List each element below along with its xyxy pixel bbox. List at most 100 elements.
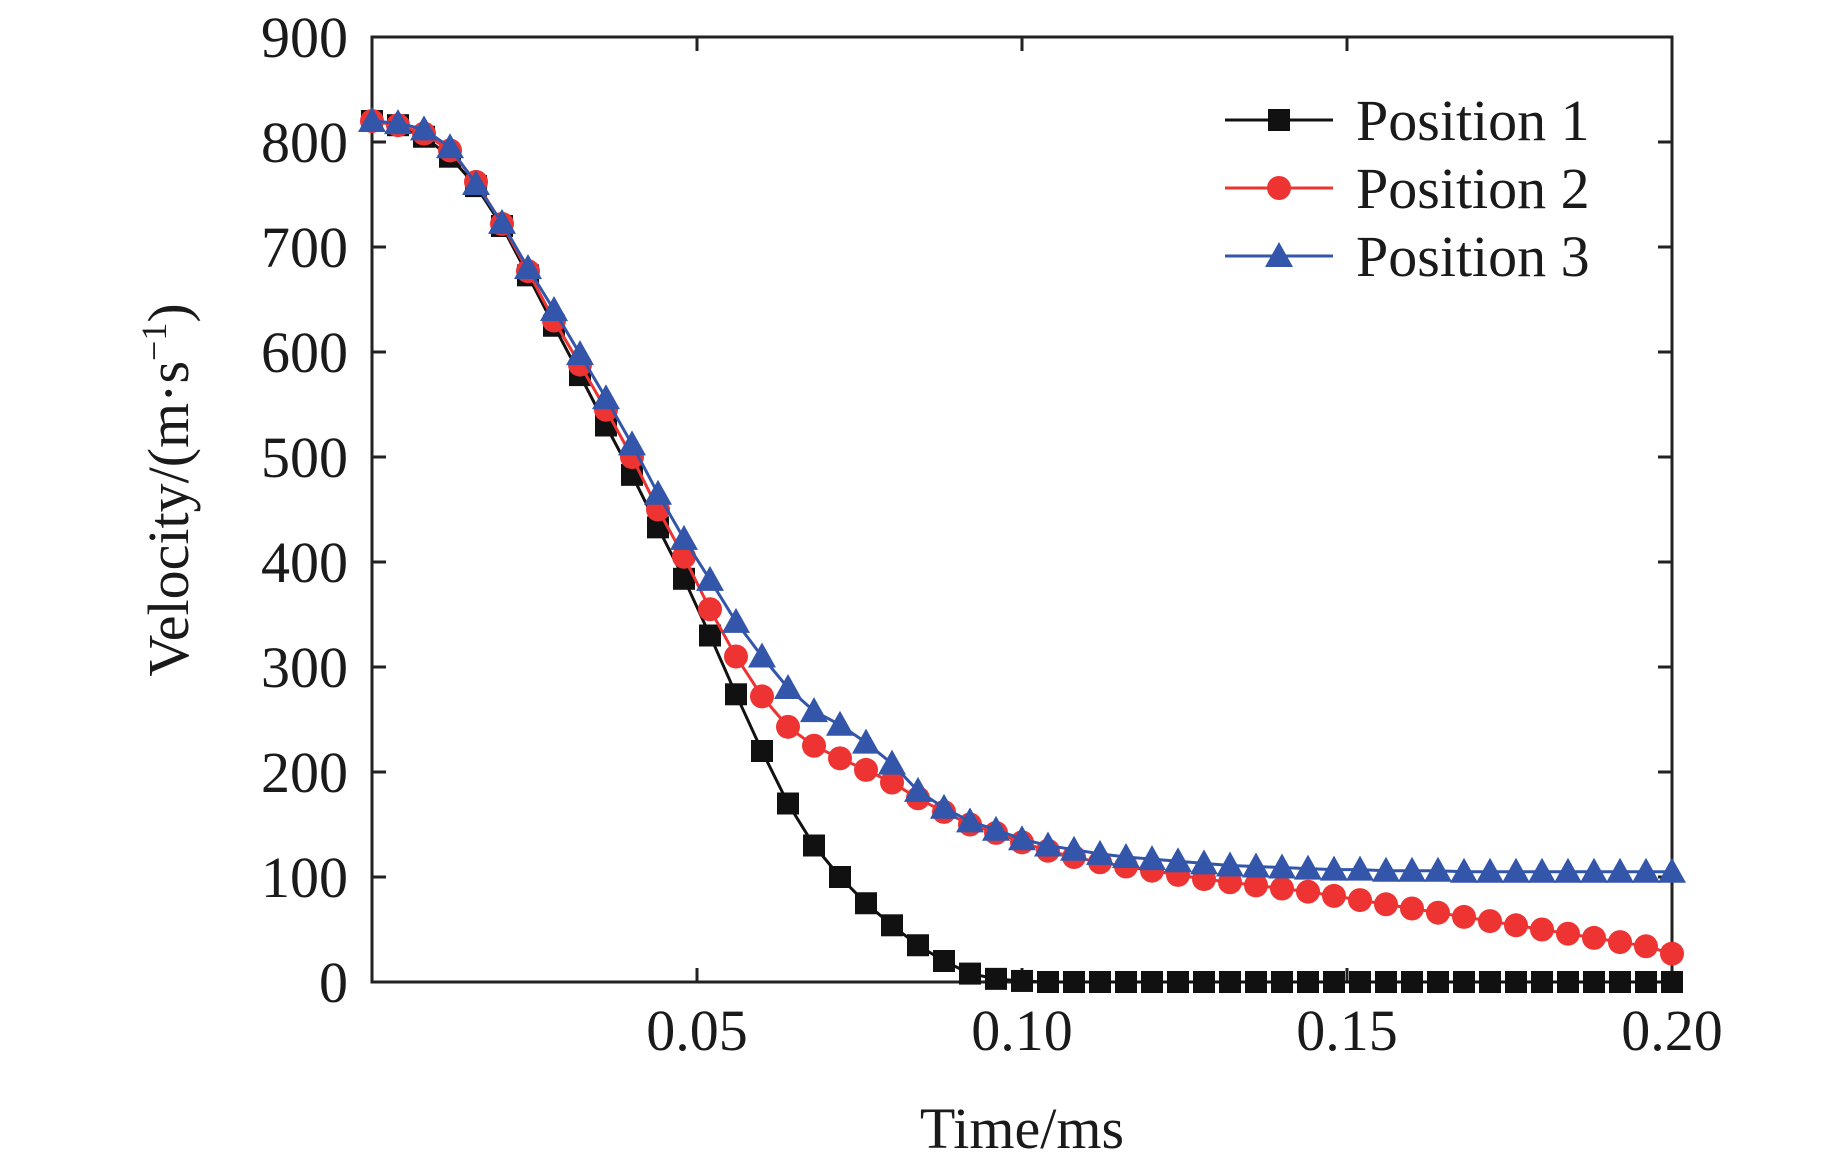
data-point bbox=[1063, 971, 1085, 993]
data-point bbox=[1268, 853, 1296, 879]
data-point bbox=[488, 208, 516, 234]
data-point bbox=[1244, 873, 1268, 898]
series-layer bbox=[358, 107, 1686, 993]
data-point bbox=[1530, 917, 1554, 942]
y-tick-label: 600 bbox=[261, 320, 348, 385]
data-point bbox=[1348, 888, 1372, 913]
data-point bbox=[1242, 852, 1270, 878]
data-point bbox=[1270, 876, 1294, 901]
y-tick-label: 200 bbox=[261, 740, 348, 805]
data-point bbox=[1401, 971, 1423, 993]
data-point bbox=[1658, 857, 1686, 883]
data-point bbox=[1608, 930, 1632, 955]
data-point bbox=[1322, 883, 1346, 908]
legend-marker bbox=[1265, 242, 1293, 267]
data-point bbox=[982, 815, 1010, 841]
data-point bbox=[1320, 855, 1348, 881]
legend-item: Position 3 bbox=[1225, 224, 1590, 289]
data-point bbox=[1479, 971, 1501, 993]
x-axis-title: Time/ms bbox=[920, 1096, 1124, 1161]
data-point bbox=[1632, 857, 1660, 883]
data-point bbox=[1115, 971, 1137, 993]
data-point bbox=[1634, 934, 1658, 959]
data-point bbox=[1660, 941, 1684, 966]
data-point bbox=[1296, 879, 1320, 904]
data-point bbox=[1453, 971, 1475, 993]
data-point bbox=[1060, 835, 1088, 861]
data-point bbox=[1037, 971, 1059, 993]
data-point bbox=[1400, 896, 1424, 921]
data-point bbox=[907, 934, 929, 957]
data-point bbox=[1297, 971, 1319, 993]
axis-titles: Time/ms Velocity/(m·s−1) bbox=[134, 303, 1124, 1161]
data-point bbox=[803, 834, 825, 857]
data-point bbox=[1505, 971, 1527, 993]
data-point bbox=[826, 710, 854, 736]
y-tick-label: 100 bbox=[261, 845, 348, 910]
data-point bbox=[1661, 971, 1683, 993]
data-point bbox=[699, 624, 721, 647]
data-point bbox=[878, 749, 906, 775]
data-point bbox=[1323, 971, 1345, 993]
data-point bbox=[751, 740, 773, 762]
data-point bbox=[1606, 857, 1634, 883]
axes-layer: 0.05 0.10 0.15 0.20 0 100 200 300 400 500 600 700 80… bbox=[261, 5, 1723, 1063]
data-point bbox=[828, 746, 852, 771]
data-point bbox=[1164, 847, 1192, 873]
y-tick-label: 400 bbox=[261, 530, 348, 595]
legend-item: Position 1 bbox=[1225, 88, 1590, 153]
data-point bbox=[881, 914, 903, 937]
data-point bbox=[1374, 892, 1398, 917]
y-tick-label: 0 bbox=[319, 950, 348, 1015]
data-point bbox=[1476, 857, 1504, 883]
data-point bbox=[1086, 839, 1114, 865]
legend-item: Position 2 bbox=[1225, 156, 1590, 221]
data-point bbox=[1034, 831, 1062, 857]
legend-label: Position 3 bbox=[1356, 224, 1590, 289]
data-point bbox=[618, 430, 646, 456]
data-point bbox=[1089, 971, 1111, 993]
data-point bbox=[1112, 843, 1140, 869]
data-point bbox=[1504, 913, 1528, 938]
data-point bbox=[698, 597, 722, 622]
data-point bbox=[1349, 971, 1371, 993]
series-3 bbox=[358, 107, 1686, 883]
data-point bbox=[854, 757, 878, 782]
data-point bbox=[933, 950, 955, 972]
data-point bbox=[725, 683, 747, 706]
data-point bbox=[1426, 900, 1450, 925]
y-tick-label: 500 bbox=[261, 425, 348, 490]
data-point bbox=[592, 384, 620, 410]
legend-marker bbox=[1268, 109, 1290, 131]
data-point bbox=[1502, 857, 1530, 883]
data-point bbox=[358, 107, 386, 132]
data-point bbox=[1141, 971, 1163, 993]
data-point bbox=[1398, 856, 1426, 882]
y-tick-label: 900 bbox=[261, 5, 348, 70]
data-point bbox=[1528, 857, 1556, 883]
data-point bbox=[802, 733, 826, 758]
data-point bbox=[1583, 971, 1605, 993]
data-point bbox=[777, 792, 799, 815]
data-point bbox=[696, 565, 724, 591]
data-point bbox=[776, 714, 800, 739]
data-point bbox=[855, 892, 877, 915]
data-point bbox=[1478, 909, 1502, 934]
data-point bbox=[930, 793, 958, 819]
y-tick-label: 300 bbox=[261, 635, 348, 700]
data-point bbox=[1375, 971, 1397, 993]
data-point bbox=[1557, 971, 1579, 993]
data-point bbox=[1582, 925, 1606, 950]
data-point bbox=[1372, 856, 1400, 882]
data-point bbox=[670, 524, 698, 550]
x-tick-label: 0.15 bbox=[1296, 998, 1398, 1063]
data-point bbox=[1190, 849, 1218, 875]
data-point bbox=[852, 728, 880, 754]
y-axis-title-main: Velocity/(m·s bbox=[136, 361, 201, 677]
data-point bbox=[774, 674, 802, 699]
y-axis-title-close: ) bbox=[136, 303, 201, 322]
data-point bbox=[985, 967, 1007, 990]
data-point bbox=[514, 254, 542, 279]
